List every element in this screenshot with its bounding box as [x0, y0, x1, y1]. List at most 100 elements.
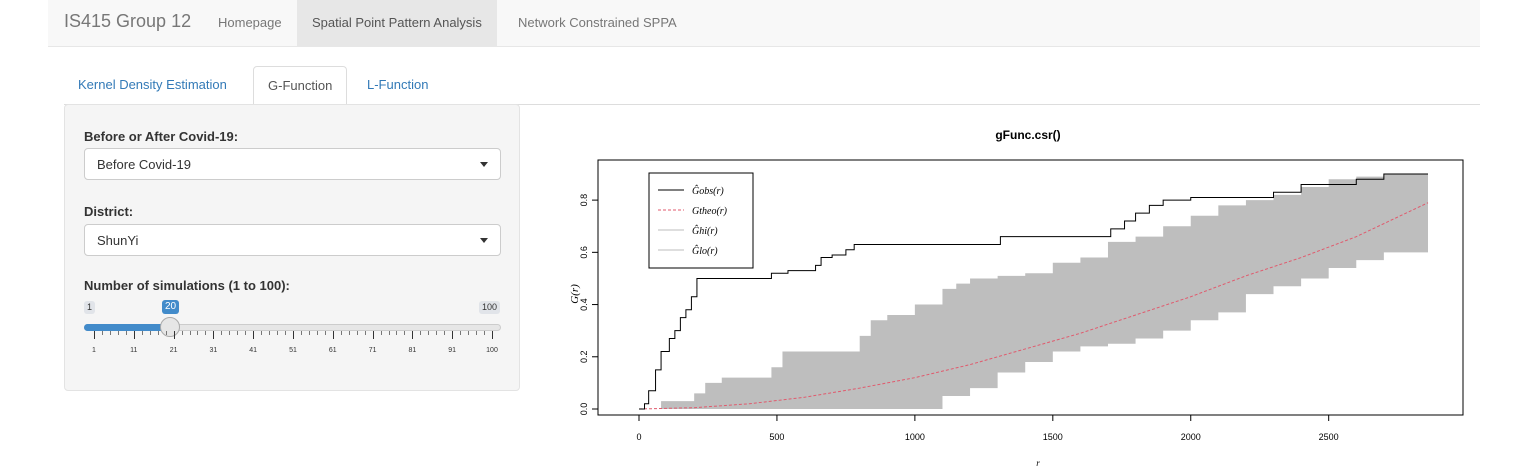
tab-kernel-density-estimation[interactable]: Kernel Density Estimation	[64, 66, 241, 104]
slider-minor-tick	[205, 331, 206, 335]
tab-l-function[interactable]: L-Function	[353, 66, 442, 104]
slider-minor-tick	[277, 331, 278, 335]
slider-max-label: 100	[479, 301, 500, 314]
slider-major-tick	[412, 331, 413, 339]
slider-minor-tick	[341, 331, 342, 335]
tab-g-function[interactable]: G-Function	[253, 66, 347, 105]
slider-minor-tick	[396, 331, 397, 335]
chart-title: gFunc.csr()	[995, 128, 1060, 142]
slider-minor-tick	[221, 331, 222, 335]
x-axis-label: r	[1036, 458, 1040, 468]
slider-tick-label: 1	[92, 347, 96, 354]
legend-entry: Ĝlo(r)	[692, 245, 718, 257]
slider-major-tick	[333, 331, 334, 339]
slider-minor-tick	[365, 331, 366, 335]
slider-tick-label: 61	[329, 347, 337, 354]
slider-minor-tick	[118, 331, 119, 335]
slider-value-label: 20	[162, 300, 179, 314]
district-select-label: District:	[84, 204, 133, 219]
slider-min-label: 1	[84, 301, 95, 314]
y-tick-label: 0.6	[579, 246, 589, 259]
legend-entry: Ĝobs(r)	[692, 185, 724, 197]
slider-minor-tick	[444, 331, 445, 335]
slider-minor-tick	[158, 331, 159, 335]
y-tick-label: 0.2	[579, 351, 589, 364]
plot-layer: 0 500 1000 1500 2000 2500 0.0 0.2 0.4 0.6 0.8 Ĝobs(…	[579, 160, 1463, 442]
slider-minor-tick	[237, 331, 238, 335]
slider-major-tick	[174, 331, 175, 339]
slider-minor-tick	[389, 331, 390, 335]
slider-major-tick	[94, 331, 95, 339]
slider-major-tick	[293, 331, 294, 339]
y-tick-label: 0.4	[579, 298, 589, 311]
slider-minor-tick	[261, 331, 262, 335]
covid-select-label: Before or After Covid-19:	[84, 129, 238, 144]
app-brand[interactable]: IS415 Group 12	[64, 11, 191, 32]
slider-minor-tick	[325, 331, 326, 335]
slider-minor-tick	[476, 331, 477, 335]
district-select-value: ShunYi	[97, 233, 138, 248]
slider-minor-tick	[126, 331, 127, 335]
slider-minor-tick	[166, 331, 167, 335]
y-tick-label: 0.0	[579, 403, 589, 416]
sidebar-panel: Before or After Covid-19: Before Covid-1…	[64, 104, 520, 391]
slider-minor-tick	[269, 331, 270, 335]
slider-major-tick	[213, 331, 214, 339]
slider-minor-tick	[110, 331, 111, 335]
slider-major-tick	[492, 331, 493, 339]
slider-tick-label: 11	[130, 347, 137, 354]
slider-minor-tick	[301, 331, 302, 335]
slider-tick-label: 51	[289, 347, 297, 354]
slider-minor-tick	[349, 331, 350, 335]
district-select[interactable]: ShunYi	[84, 224, 501, 256]
slider-tick-label: 41	[249, 347, 257, 354]
slider-minor-tick	[428, 331, 429, 335]
slider-minor-tick	[484, 331, 485, 335]
legend-entry: Gtheo(r)	[692, 206, 728, 217]
nav-network-constrained-sppa[interactable]: Network Constrained SPPA	[503, 0, 692, 46]
slider-tick-label: 91	[448, 347, 456, 354]
simulations-slider-fill	[84, 324, 171, 331]
slider-minor-tick	[229, 331, 230, 335]
covid-select[interactable]: Before Covid-19	[84, 148, 501, 180]
slider-minor-tick	[197, 331, 198, 335]
slider-major-tick	[373, 331, 374, 339]
slider-minor-tick	[420, 331, 421, 335]
slider-minor-tick	[245, 331, 246, 335]
slider-minor-tick	[150, 331, 151, 335]
x-tick-label: 500	[769, 432, 784, 442]
slider-minor-tick	[468, 331, 469, 335]
slider-minor-tick	[357, 331, 358, 335]
slider-minor-tick	[404, 331, 405, 335]
analysis-tabs: Kernel Density Estimation G-Function L-F…	[64, 66, 1480, 105]
legend-entry: Ĝhi(r)	[692, 225, 718, 237]
x-tick-label: 1000	[905, 432, 925, 442]
slider-minor-tick	[381, 331, 382, 335]
y-tick-label: 0.8	[579, 194, 589, 207]
slider-minor-tick	[436, 331, 437, 335]
slider-tick-label: 71	[369, 347, 377, 354]
slider-tick-label: 31	[209, 347, 217, 354]
x-tick-label: 0	[636, 432, 641, 442]
envelope-band	[639, 174, 1428, 409]
slider-minor-tick	[317, 331, 318, 335]
slider-tick-label: 81	[408, 347, 416, 354]
x-tick-label: 2000	[1181, 432, 1201, 442]
slider-minor-tick	[182, 331, 183, 335]
nav-homepage[interactable]: Homepage	[203, 0, 297, 46]
x-tick-label: 1500	[1043, 432, 1063, 442]
slider-minor-tick	[460, 331, 461, 335]
slider-minor-tick	[102, 331, 103, 335]
x-tick-label: 2500	[1319, 432, 1339, 442]
chevron-down-icon	[480, 162, 488, 167]
nav-spatial-point-pattern-analysis[interactable]: Spatial Point Pattern Analysis	[297, 0, 497, 46]
slider-minor-tick	[142, 331, 143, 335]
g-function-plot: gFunc.csr() G(r) r 0 500 1000 1500 2000 2500 0…	[548, 104, 1478, 474]
covid-select-value: Before Covid-19	[97, 157, 191, 172]
slider-minor-tick	[309, 331, 310, 335]
chevron-down-icon	[480, 238, 488, 243]
simulations-slider-handle[interactable]	[160, 317, 180, 337]
slider-minor-tick	[285, 331, 286, 335]
simulations-slider-label: Number of simulations (1 to 100):	[84, 278, 290, 293]
slider-major-tick	[134, 331, 135, 339]
